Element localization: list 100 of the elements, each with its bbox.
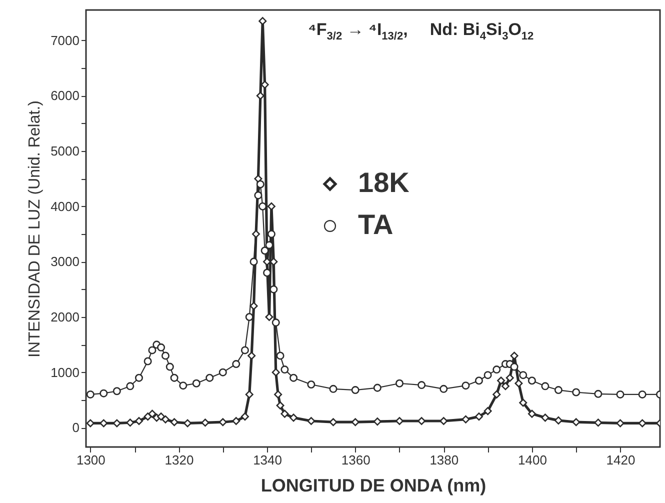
point xyxy=(100,419,108,428)
point xyxy=(192,379,200,388)
point xyxy=(462,382,470,390)
point xyxy=(267,202,276,210)
x-tick-label: 1420 xyxy=(606,452,636,468)
point xyxy=(492,390,501,398)
point xyxy=(254,191,262,200)
point xyxy=(270,258,278,266)
point xyxy=(179,382,188,390)
point xyxy=(112,419,121,428)
point xyxy=(272,368,280,376)
point xyxy=(474,376,483,385)
point xyxy=(373,418,382,426)
y-tick-label: 5000 xyxy=(50,144,80,159)
point xyxy=(519,398,528,407)
x-tick-label: 1300 xyxy=(76,452,106,468)
x-axis-title: LONGITUD DE ONDA (nm) xyxy=(260,476,486,496)
point xyxy=(148,410,156,418)
point xyxy=(638,390,646,398)
point xyxy=(528,376,536,385)
point xyxy=(134,374,143,382)
annotation: Nd: Bi$_{4}$Si$_{3}$O$_{12}$ xyxy=(430,20,534,42)
y-tick-label: 3000 xyxy=(50,254,80,270)
point xyxy=(492,366,501,374)
point xyxy=(232,360,240,368)
point xyxy=(616,390,624,398)
point xyxy=(440,384,448,393)
point xyxy=(514,379,523,388)
point xyxy=(240,412,249,421)
point xyxy=(395,416,404,426)
point xyxy=(329,384,338,393)
point xyxy=(351,418,360,426)
point xyxy=(184,419,192,428)
y-tick-label: 0 xyxy=(72,420,80,436)
point xyxy=(274,390,282,398)
point xyxy=(395,379,404,388)
point xyxy=(126,418,134,427)
point xyxy=(248,352,256,360)
point xyxy=(250,258,258,266)
point xyxy=(126,382,134,390)
point xyxy=(418,381,426,390)
point xyxy=(418,416,426,426)
point xyxy=(245,313,254,322)
point xyxy=(510,362,518,371)
point xyxy=(572,418,580,426)
point xyxy=(484,407,492,416)
point xyxy=(307,380,316,388)
point xyxy=(638,419,646,428)
y-tick-label: 6000 xyxy=(50,88,80,104)
point xyxy=(484,371,492,380)
point xyxy=(616,419,624,428)
point xyxy=(256,92,264,100)
legend-label: 18K xyxy=(358,167,410,198)
x-tick-label: 1320 xyxy=(164,452,194,468)
point xyxy=(267,230,276,238)
point xyxy=(290,414,298,422)
y-tick-label: 1000 xyxy=(50,364,80,380)
point xyxy=(497,376,506,385)
point xyxy=(462,415,470,424)
point xyxy=(554,386,562,394)
point xyxy=(144,357,152,366)
point xyxy=(501,382,510,390)
point xyxy=(170,374,178,382)
point xyxy=(218,418,227,426)
point xyxy=(256,180,264,188)
point xyxy=(157,343,166,352)
point xyxy=(206,374,214,382)
annotation: ⁴F$_{3/2}$ → ⁴I$_{13/2}$, xyxy=(308,20,408,42)
point xyxy=(218,368,227,376)
point xyxy=(254,174,262,183)
x-tick-label: 1340 xyxy=(253,452,282,468)
point xyxy=(170,418,178,426)
y-tick-label: 7000 xyxy=(50,32,80,48)
point xyxy=(258,17,267,26)
point xyxy=(265,313,274,322)
point xyxy=(519,371,528,380)
point xyxy=(373,384,382,392)
point xyxy=(250,302,258,310)
point xyxy=(148,346,156,354)
point xyxy=(260,246,269,255)
point xyxy=(290,374,298,382)
point xyxy=(161,415,170,424)
point xyxy=(272,318,280,327)
point xyxy=(528,410,536,418)
x-tick-label: 1360 xyxy=(341,452,370,468)
point xyxy=(240,346,249,354)
point xyxy=(440,416,448,426)
point xyxy=(201,418,210,427)
point xyxy=(86,390,94,398)
point xyxy=(541,382,550,390)
point xyxy=(112,387,121,396)
x-tick-label: 1380 xyxy=(430,452,459,468)
point xyxy=(157,412,166,421)
point xyxy=(252,230,260,238)
point xyxy=(245,390,254,398)
point xyxy=(276,402,284,410)
point xyxy=(474,412,483,421)
point xyxy=(144,412,152,421)
point xyxy=(506,374,514,382)
point xyxy=(100,389,108,398)
